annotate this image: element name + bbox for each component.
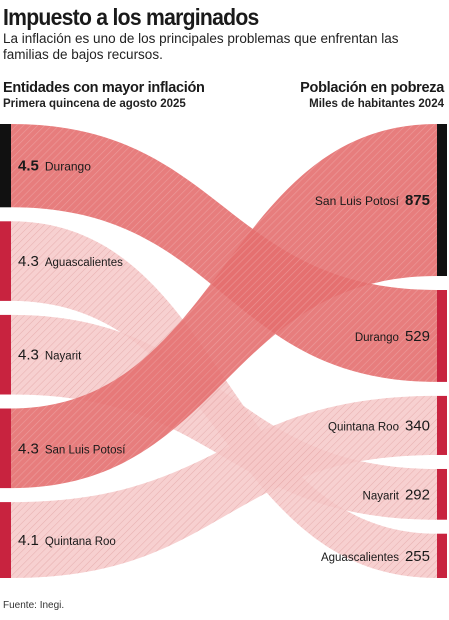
right-bar-nayarit bbox=[437, 468, 447, 520]
chart-title: Impuesto a los marginados bbox=[3, 4, 259, 30]
right-value: 340 bbox=[405, 417, 430, 434]
right-label-quintana-roo: Quintana Roo 340 bbox=[328, 417, 430, 434]
right-bar-san-luis-potosi bbox=[437, 124, 447, 277]
left-value: 4.3 bbox=[18, 347, 39, 364]
left-column-subtitle: Primera quincena de agosto 2025 bbox=[3, 98, 186, 110]
left-state: Nayarit bbox=[45, 351, 82, 363]
right-state: Nayarit bbox=[363, 490, 400, 502]
right-label-san-luis-potosi: San Luis Potosí 875 bbox=[315, 192, 430, 209]
left-bar-aguascalientes bbox=[0, 221, 11, 301]
left-state: Durango bbox=[45, 160, 91, 174]
source-note: Fuente: Inegi. bbox=[3, 600, 65, 611]
right-bar-durango bbox=[437, 290, 447, 382]
right-label-aguascalientes: Aguascalientes 255 bbox=[321, 548, 430, 565]
right-bar-aguascalientes bbox=[437, 533, 447, 578]
left-value: 4.3 bbox=[18, 253, 39, 270]
left-bar-durango bbox=[0, 124, 11, 208]
left-label-nayarit: 4.3 Nayarit bbox=[18, 347, 82, 364]
right-value: 529 bbox=[405, 328, 430, 345]
left-bar-quintana-roo bbox=[0, 502, 11, 578]
right-bar-quintana-roo bbox=[437, 395, 447, 455]
right-state: Quintana Roo bbox=[328, 421, 399, 433]
left-bar-san-luis-potosi bbox=[0, 408, 11, 489]
left-state: Aguascalientes bbox=[45, 257, 123, 269]
right-value: 255 bbox=[405, 548, 430, 565]
left-value: 4.3 bbox=[18, 440, 39, 457]
right-column-subtitle: Miles de habitantes 2024 bbox=[309, 98, 444, 110]
flow-san-luis-potosi bbox=[11, 124, 437, 489]
left-column-title: Entidades con mayor inflación bbox=[3, 80, 205, 96]
left-value: 4.5 bbox=[18, 158, 39, 175]
left-label-aguascalientes: 4.3 Aguascalientes bbox=[18, 253, 123, 270]
flow-durango bbox=[11, 124, 437, 382]
flow-quintana-roo bbox=[11, 395, 437, 578]
left-state: Quintana Roo bbox=[45, 536, 116, 548]
right-state: San Luis Potosí bbox=[315, 194, 400, 208]
left-value: 4.1 bbox=[18, 532, 39, 549]
right-state: Aguascalientes bbox=[321, 552, 399, 564]
right-state: Durango bbox=[355, 332, 399, 344]
left-bar-nayarit bbox=[0, 314, 11, 395]
left-label-quintana-roo: 4.1 Quintana Roo bbox=[18, 532, 116, 549]
right-label-nayarit: Nayarit 292 bbox=[363, 486, 430, 503]
left-label-durango: 4.5 Durango bbox=[18, 158, 91, 175]
left-label-san-luis-potosi: 4.3 San Luis Potosí bbox=[18, 440, 126, 457]
right-label-durango: Durango 529 bbox=[355, 328, 430, 345]
right-column-title: Población en pobreza bbox=[300, 80, 444, 96]
flow-nayarit bbox=[11, 314, 437, 520]
chart-subtitle: La inflación es uno de los principales p… bbox=[3, 31, 399, 62]
right-value: 875 bbox=[405, 192, 430, 209]
right-value: 292 bbox=[405, 486, 430, 503]
left-state: San Luis Potosí bbox=[45, 444, 126, 456]
